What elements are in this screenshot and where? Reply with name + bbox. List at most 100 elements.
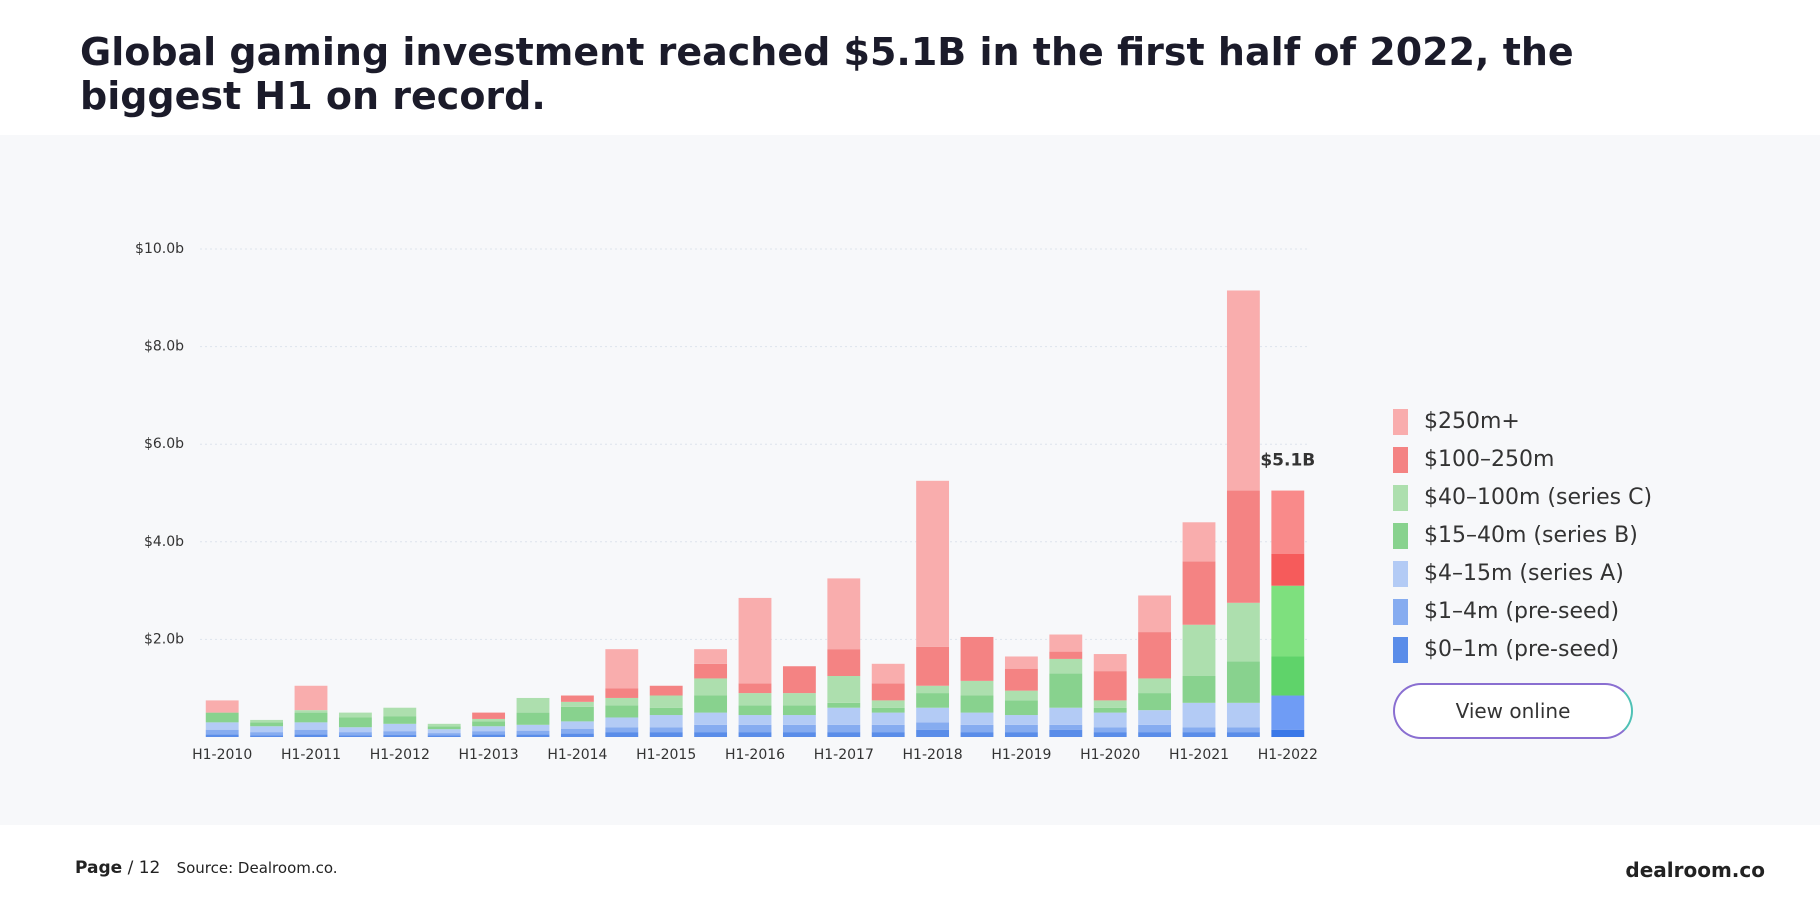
bar-segment: [1093, 700, 1127, 708]
bar-segment: [916, 707, 950, 723]
bar-segment: [827, 702, 861, 708]
bar-segment: [1093, 671, 1127, 701]
bar-segment: [1049, 724, 1083, 730]
bar-segment: [738, 597, 772, 684]
bar-segment: [1049, 634, 1083, 652]
y-tick-label: $4.0b: [144, 534, 184, 550]
bar-segment: [1226, 727, 1260, 733]
legend-swatch: [1393, 561, 1408, 587]
bar-segment: [1093, 712, 1127, 728]
brand: dealroom.co: [1625, 858, 1765, 882]
bar-segment: [294, 685, 328, 711]
bar-segment: [1138, 724, 1172, 733]
bar-segment: [827, 707, 861, 725]
bar-segment: [472, 718, 506, 722]
x-tick-label: H1-2014: [547, 747, 607, 763]
bar-segment: [560, 706, 594, 722]
y-tick-label: $8.0b: [144, 339, 184, 355]
bar-segment: [871, 707, 905, 713]
legend-label: $40–100m (series C): [1424, 485, 1652, 510]
bar-segment: [871, 712, 905, 725]
bar-segment: [560, 733, 594, 737]
bar-segment: [827, 732, 861, 737]
bar-segment: [1182, 676, 1216, 703]
bar-segment: [1226, 290, 1260, 491]
bar-segment: [1271, 729, 1305, 737]
bar-segment: [472, 712, 506, 719]
bar-segment: [1049, 651, 1083, 659]
bar-segment: [383, 735, 417, 737]
bar-segment: [960, 680, 994, 696]
bar-segment: [1182, 522, 1216, 562]
bar-segment: [294, 712, 328, 723]
bar-segment: [1226, 602, 1260, 662]
page-label: Page: [75, 858, 123, 878]
bar-segment: [782, 715, 816, 725]
bar-segment: [1004, 732, 1038, 737]
bar-segment: [1004, 656, 1038, 669]
legend-label: $4–15m (series A): [1424, 561, 1624, 586]
bar-segment: [338, 735, 372, 737]
bar-segment: [916, 646, 950, 686]
bar-segment: [649, 707, 683, 716]
legend-label: $1–4m (pre-seed): [1424, 599, 1619, 624]
x-tick-label: H1-2018: [903, 747, 963, 763]
bar-segment: [871, 724, 905, 733]
bar-segment: [1182, 624, 1216, 676]
view-online-button[interactable]: View online: [1393, 683, 1633, 739]
bar-segment: [250, 719, 284, 723]
bar-segment: [1093, 732, 1127, 737]
bar-segment: [738, 683, 772, 694]
bar-segment: [338, 727, 372, 733]
legend-swatch: [1393, 447, 1408, 473]
bar-segment: [649, 715, 683, 728]
legend-swatch: [1393, 485, 1408, 511]
bar-segment: [1004, 700, 1038, 716]
page-number: / 12: [127, 858, 161, 878]
x-tick-label: H1-2011: [281, 747, 341, 763]
bar-segment: [1271, 585, 1305, 657]
bar-segment: [1093, 707, 1127, 713]
bar-segment: [1049, 729, 1083, 737]
x-tick-label: H1-2010: [192, 747, 252, 763]
bar-segment: [205, 712, 239, 723]
bar-segment: [560, 721, 594, 729]
bar-segment: [1004, 668, 1038, 691]
bar-segment: [383, 723, 417, 732]
bar-segment: [472, 721, 506, 727]
bar-segment: [338, 712, 372, 718]
bar-segment: [472, 734, 506, 737]
bar-segment: [605, 688, 639, 698]
legend-label: $250m+: [1424, 409, 1520, 434]
bar-segment: [516, 697, 550, 713]
legend-swatch: [1393, 637, 1408, 663]
bar-segment: [205, 722, 239, 730]
bar-segment: [827, 578, 861, 650]
bar-segment: [605, 717, 639, 728]
bar-segment: [1138, 632, 1172, 679]
x-tick-label: H1-2021: [1169, 747, 1229, 763]
bar-segment: [250, 722, 284, 727]
y-tick-label: $2.0b: [144, 631, 184, 647]
bar-segment: [827, 676, 861, 703]
bar-segment: [694, 695, 728, 713]
bar-segment: [427, 729, 461, 734]
bar-segment: [1226, 732, 1260, 737]
bar-segment: [694, 712, 728, 725]
bar-segment: [560, 728, 594, 734]
bar-segment: [1271, 695, 1305, 730]
bar-segment: [472, 731, 506, 735]
bar-segment: [294, 722, 328, 730]
bar-segment: [916, 693, 950, 708]
bar-segment: [1271, 656, 1305, 696]
bar-segment: [871, 700, 905, 708]
source: Source: Dealroom.co.: [176, 859, 338, 877]
legend-swatch: [1393, 523, 1408, 549]
bar-segment: [1226, 702, 1260, 728]
bar-segment: [294, 710, 328, 713]
legend-swatch: [1393, 409, 1408, 435]
bar-segment: [738, 732, 772, 737]
bar-segment: [694, 724, 728, 733]
